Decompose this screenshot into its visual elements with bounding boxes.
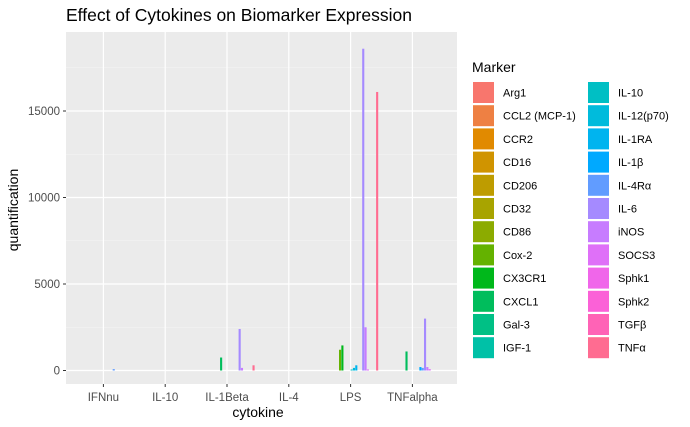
bar-layer	[112, 48, 431, 371]
bar-cox-2-lps	[339, 349, 342, 371]
legend-key	[588, 82, 609, 103]
bar-socs3-tnfalpha	[428, 369, 431, 371]
bar-cxcl1-tnfalpha	[405, 351, 408, 371]
bar-tnf--il-1beta	[252, 365, 255, 371]
legend-key	[473, 244, 494, 266]
x-axis-title: cytokine	[232, 404, 284, 420]
bar-il-6-lps	[362, 48, 365, 371]
legend-label: SOCS3	[618, 250, 655, 262]
y-tick-label: 10000	[28, 193, 60, 205]
legend-label: CD16	[503, 157, 531, 169]
legend-key	[588, 244, 609, 266]
legend-label: CD32	[503, 204, 531, 216]
bar-inos-lps	[364, 327, 367, 371]
legend-key	[473, 128, 494, 150]
legend-label: CXCL1	[503, 296, 538, 308]
x-axis: IFNnu IL-10 IL-1Beta IL-4 LPS TNFalpha	[88, 384, 438, 404]
bar-il-6-il-1beta	[238, 328, 241, 371]
x-tick-label: IL-4	[279, 392, 299, 404]
legend-label: Arg1	[503, 88, 526, 100]
y-tick-label: 15000	[28, 106, 60, 118]
legend-label: IL-4Rα	[618, 180, 652, 192]
legend-title: Marker	[472, 59, 516, 75]
bar-il-4r--tnfalpha	[421, 367, 424, 371]
legend-key	[588, 128, 609, 150]
plot-panel	[66, 32, 457, 384]
bar-socs3-lps	[366, 369, 369, 371]
legend-label: CX3CR1	[503, 273, 546, 285]
legend-key	[588, 151, 609, 173]
x-tick-label: TNFalpha	[387, 392, 438, 404]
legend-label: Cox-2	[503, 250, 532, 262]
legend-key	[473, 151, 494, 173]
bar-cxcl1-il-1beta	[220, 357, 223, 371]
legend-label: IL-12(p70)	[618, 111, 669, 123]
legend-key	[473, 82, 494, 103]
bar-il-6-tnfalpha	[423, 318, 427, 371]
bar-il-12-p70--lps	[352, 367, 356, 371]
legend-key	[473, 267, 494, 289]
bar-inos-il-1beta	[240, 367, 244, 371]
legend-label: CCR2	[503, 134, 533, 146]
legend-key	[588, 198, 609, 219]
legend-label: CCL2 (MCP-1)	[503, 111, 576, 123]
legend-label: TGFβ	[618, 320, 646, 332]
legend-key	[473, 337, 494, 359]
legend-key	[588, 221, 609, 243]
grid-lines	[66, 32, 457, 384]
legend-label: Sphk2	[618, 296, 649, 308]
bar-inos-tnfalpha	[426, 367, 429, 371]
legend-key	[588, 314, 609, 335]
y-tick-label: 0	[54, 366, 60, 378]
legend-label: Gal-3	[503, 320, 530, 332]
legend-key	[588, 337, 609, 359]
legend-label: IL-6	[618, 204, 637, 216]
legend-key	[588, 267, 609, 289]
bar-tnf--lps	[376, 91, 379, 371]
x-tick-label: IL-10	[152, 392, 178, 404]
legend-label: IL-1β	[618, 157, 643, 169]
chart-title: Effect of Cytokines on Biomarker Express…	[66, 5, 412, 25]
y-tick-label: 5000	[34, 279, 60, 291]
bar-il-4r--ifnnu	[112, 369, 115, 371]
legend-key	[473, 221, 494, 243]
x-tick-label: IL-1Beta	[205, 392, 249, 404]
legend-key	[588, 105, 609, 127]
legend-key	[473, 198, 494, 219]
legend-label: Sphk1	[618, 273, 649, 285]
legend-label: CD206	[503, 180, 537, 192]
y-axis: 0 5000 10000 15000	[28, 106, 66, 378]
x-tick-label: LPS	[340, 392, 362, 404]
legend: Marker Arg1 CCL2 (MCP-1) CCR2 CD16 CD206 CD32…	[472, 59, 669, 359]
legend-label: IL-1RA	[618, 134, 653, 146]
legend-key	[588, 174, 609, 196]
bar-cx3cr1-lps	[341, 345, 344, 371]
legend-key	[473, 174, 494, 196]
legend-label: CD86	[503, 227, 531, 239]
x-tick-label: IFNnu	[88, 392, 119, 404]
legend-key	[473, 105, 494, 127]
legend-label: TNFα	[618, 343, 646, 355]
y-axis-title: quantification	[5, 169, 21, 252]
legend-key	[473, 290, 494, 312]
legend-key	[588, 290, 609, 312]
bar-il-1ra-lps	[355, 365, 358, 371]
legend-key	[473, 314, 494, 335]
bar-il-1--tnfalpha	[419, 367, 422, 371]
legend-label: IL-10	[618, 88, 643, 100]
legend-label: iNOS	[618, 227, 644, 239]
legend-label: IGF-1	[503, 343, 531, 355]
bar-il-10-lps	[350, 369, 353, 371]
